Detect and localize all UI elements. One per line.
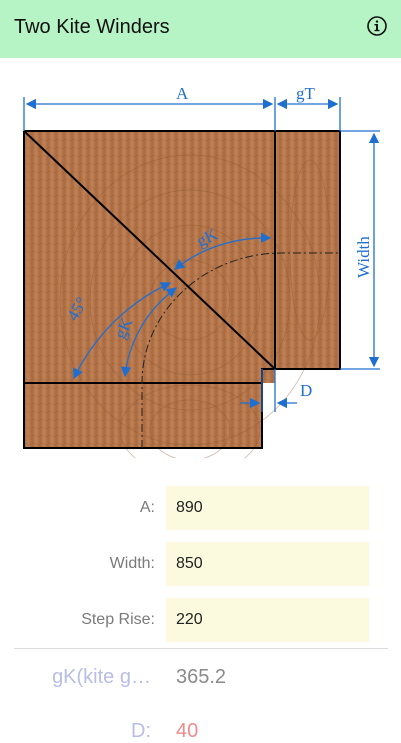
step-rise-label: Step Rise: <box>81 611 155 628</box>
info-circle-icon[interactable] <box>366 15 388 37</box>
page-title: Two Kite Winders <box>14 16 170 38</box>
width-label: Width: <box>109 555 155 572</box>
dimension-label-d: D <box>300 381 312 400</box>
gk-result-value: 365.2 <box>176 666 227 688</box>
right-stringer <box>275 131 340 369</box>
winder-tread-main <box>24 131 275 383</box>
bottom-stringer <box>24 383 262 448</box>
form-row-width: Width: 850 <box>0 542 401 586</box>
width-input[interactable]: 850 <box>166 542 369 586</box>
d-result-value: 40 <box>176 720 199 742</box>
winder-diagram: A gT Width D gK gK 45° <box>23 84 380 458</box>
gk-result-label: gK(kite g… <box>52 666 151 688</box>
form-row-step-rise: Step Rise: 220 <box>0 598 401 642</box>
step-rise-input[interactable]: 220 <box>166 598 369 642</box>
dimension-label-gt: gT <box>296 84 316 103</box>
dimension-label-a: A <box>176 84 189 103</box>
dimension-lines <box>23 97 380 412</box>
a-label: A: <box>139 499 155 516</box>
divider <box>14 648 388 649</box>
form-row-a: A: 890 <box>0 486 401 530</box>
app-header: Two Kite Winders <box>0 0 401 58</box>
dimension-label-width: Width <box>354 236 373 278</box>
a-input[interactable]: 890 <box>166 486 369 530</box>
